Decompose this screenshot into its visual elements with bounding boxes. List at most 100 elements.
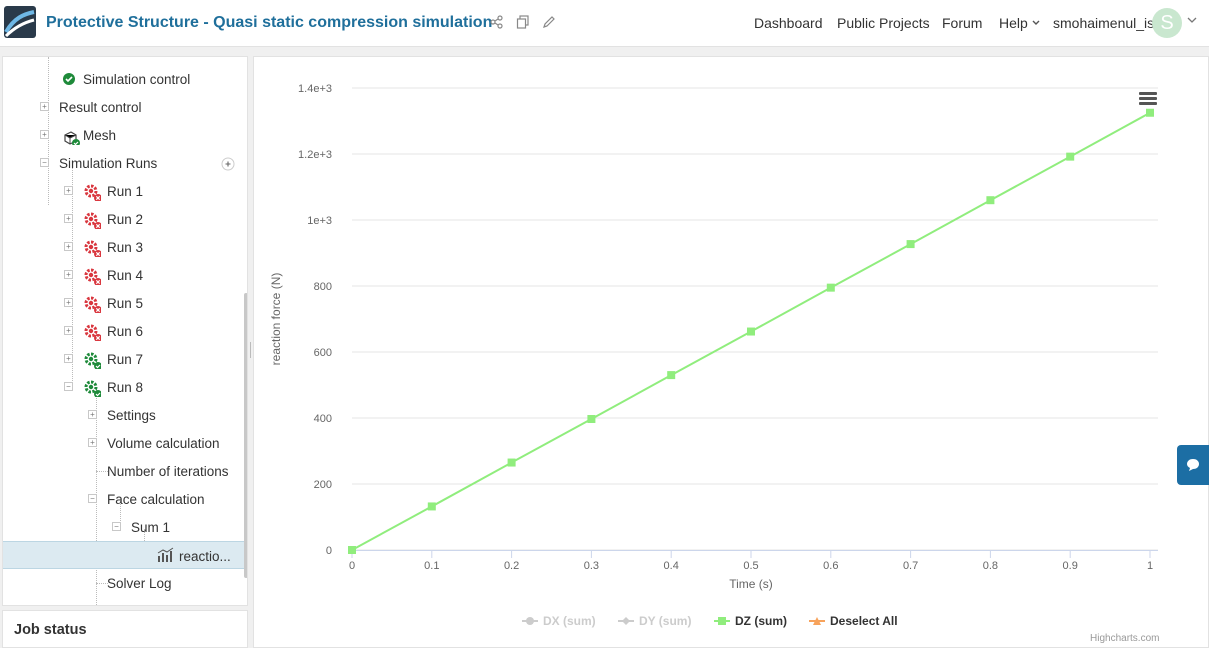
tree-item-number-of-iterations[interactable]: Number of iterations [3,457,247,485]
nav-public-projects[interactable]: Public Projects [837,15,930,31]
expand-toggle[interactable]: + [64,270,73,279]
tree-item-solver-log[interactable]: Solver Log [3,569,247,597]
chart-credits[interactable]: Highcharts.com [1090,633,1160,644]
expand-toggle[interactable]: + [64,242,73,251]
x-axis-title: Time (s) [729,577,773,591]
chat-button[interactable] [1177,445,1209,485]
expand-toggle[interactable]: + [64,354,73,363]
expand-toggle[interactable]: + [64,298,73,307]
username[interactable]: smohaimenul_is [1053,15,1155,31]
legend-item-dy[interactable]: DY (sum) [618,614,691,628]
edit-icon[interactable] [542,15,556,29]
title-actions [490,15,556,29]
collapse-toggle[interactable]: − [64,382,73,391]
data-point [826,283,835,292]
chevron-down-icon[interactable] [1187,17,1197,24]
x-tick-label: 0.5 [743,560,758,572]
x-tick-label: 1 [1147,560,1153,572]
y-tick-label: 1e+3 [307,215,332,227]
x-tick-label: 0.9 [1063,560,1078,572]
tree-item-settings[interactable]: + Settings [3,401,247,429]
legend-label: DX (sum) [543,614,596,628]
tree-label: Run 8 [107,380,144,395]
y-tick-label: 400 [314,413,332,425]
run-failed-gear-icon [84,240,101,257]
tree-item-volume-calculation[interactable]: + Volume calculation [3,429,247,457]
job-status-panel[interactable]: Job status [2,610,248,648]
x-tick-label: 0.3 [584,560,599,572]
data-point [1146,108,1154,117]
tree-label: Run 4 [107,268,144,283]
tree-item-run-5[interactable]: + Run 5 [3,289,247,317]
tree-label: Run 6 [107,324,144,339]
data-point [986,196,995,205]
tree-scrollbar[interactable] [244,293,247,578]
expand-toggle[interactable]: + [64,186,73,195]
legend-marker [718,617,726,625]
tree-item-result-control[interactable]: + Result control [3,93,247,121]
share-icon[interactable] [490,15,504,29]
tree-label: reactio... [179,549,231,564]
legend-item-dx[interactable]: DX (sum) [522,614,596,628]
chart-icon [157,547,174,562]
tree-item-sum-1[interactable]: − Sum 1 [3,513,247,541]
expand-toggle[interactable]: + [40,130,49,139]
tree-item-simulation-control[interactable]: Simulation control [3,65,247,93]
y-tick-label: 600 [314,347,332,359]
run-success-gear-icon [84,352,101,369]
tree-item-reaction-force[interactable]: reactio... [3,541,247,569]
tree-label: Run 1 [107,184,144,199]
tree-item-run-3[interactable]: + Run 3 [3,233,247,261]
tree-connector [120,501,121,529]
expand-toggle[interactable]: + [64,214,73,223]
legend-item-dz[interactable]: DZ (sum) [714,614,787,628]
x-tick-label: 0.7 [903,560,918,572]
tree-item-run-7[interactable]: + Run 7 [3,345,247,373]
copy-icon[interactable] [516,15,530,29]
tree-label: Result control [59,100,142,115]
tree-item-mesh[interactable]: + Mesh [3,121,247,149]
legend-marker [622,617,630,625]
tree-item-run-2[interactable]: + Run 2 [3,205,247,233]
tree-label: Run 2 [107,212,144,227]
data-point [906,240,915,249]
nav-forum[interactable]: Forum [942,15,983,31]
tree-item-simulation-runs[interactable]: − Simulation Runs [3,149,247,177]
expand-toggle[interactable]: + [88,410,97,419]
run-failed-gear-icon [84,296,101,313]
tree-item-run-4[interactable]: + Run 4 [3,261,247,289]
tree-item-run-6[interactable]: + Run 6 [3,317,247,345]
collapse-toggle[interactable]: − [40,158,49,167]
check-circle-icon [63,73,75,85]
avatar[interactable]: S [1152,8,1182,38]
legend-label: DY (sum) [639,614,691,628]
simscale-logo[interactable] [4,6,36,38]
tree-label: Sum 1 [131,520,171,535]
project-title[interactable]: Protective Structure - Quasi static comp… [46,14,493,31]
chevron-down-icon[interactable] [1032,20,1040,26]
data-point [348,546,356,554]
expand-toggle[interactable]: + [88,438,97,447]
legend-deselect-all[interactable]: Deselect All [809,614,898,628]
expand-toggle[interactable]: + [40,102,49,111]
tree-item-run-1[interactable]: + Run 1 [3,177,247,205]
x-tick-label: 0.2 [504,560,519,572]
x-tick-label: 0.1 [424,560,439,572]
collapse-toggle[interactable]: − [88,494,97,503]
expand-toggle[interactable]: + [64,326,73,335]
run-failed-gear-icon [84,268,101,285]
chart-menu-icon[interactable] [1139,92,1157,106]
legend-marker [813,617,821,625]
tree-item-face-calculation[interactable]: − Face calculation [3,485,247,513]
y-axis-title: reaction force (N) [269,273,283,366]
legend-label: DZ (sum) [735,614,787,628]
chart-panel: 0 200 400 600 800 1e+3 1.2e+3 1.4e+3 0 0.1 0.2 0.3 0… [253,56,1209,648]
tree-item-run-8[interactable]: − Run 8 [3,373,247,401]
collapse-toggle[interactable]: − [112,522,121,531]
nav-help[interactable]: Help [999,15,1028,31]
data-point [747,327,755,336]
nav-dashboard[interactable]: Dashboard [754,15,823,31]
job-status-label: Job status [14,622,87,638]
data-point [1066,152,1075,161]
add-run-icon[interactable] [221,157,235,171]
